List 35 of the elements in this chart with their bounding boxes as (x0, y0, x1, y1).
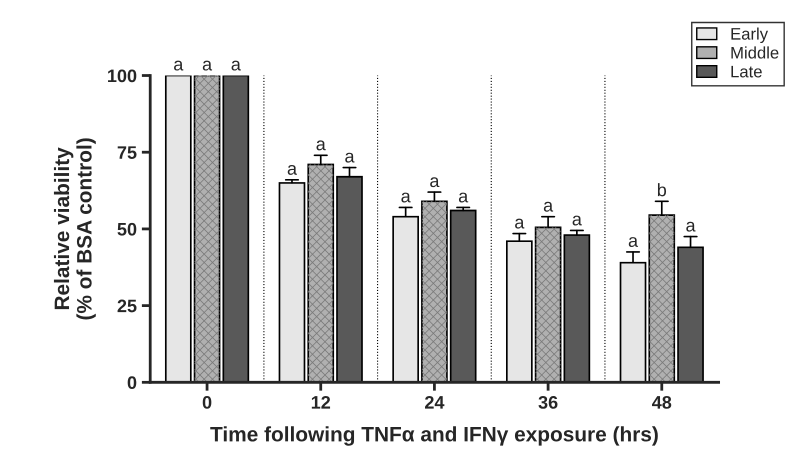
legend-label: Early (731, 27, 768, 44)
bar (564, 234, 590, 382)
x-tick-label: 0 (202, 396, 212, 409)
text: a (232, 60, 241, 71)
annotation: a (515, 218, 524, 229)
legend-label: Middle (731, 46, 778, 59)
bar (450, 210, 477, 382)
y-axis-title: Relative viability (% of BSA control) (54, 138, 96, 320)
y-tick-label: 50 (118, 222, 136, 236)
annotation: a (686, 222, 696, 232)
bar (222, 76, 250, 382)
annotation: a (544, 202, 554, 212)
annotation: a (628, 237, 638, 247)
annotation: a (316, 140, 326, 150)
annotation: a (458, 192, 468, 202)
y-tick-label: 25 (118, 300, 137, 312)
y-tick-label: 75 (118, 146, 137, 159)
y-tick-label: 0 (128, 376, 136, 390)
annotation: a (572, 216, 582, 226)
legend-label: Late (731, 66, 762, 78)
x-tick-label: 24 (425, 396, 444, 409)
x-tick-label: 36 (538, 396, 558, 409)
annotation: a (430, 177, 440, 188)
x-axis-title: Time following TNFα and IFNγ exposure (hrs) (210, 426, 658, 446)
bar (278, 182, 306, 382)
y-tick-label: 100 (108, 69, 136, 82)
annotation: b (658, 183, 666, 196)
x-tick-label: 12 (312, 396, 330, 409)
x-tick-label: 48 (652, 396, 672, 409)
bar (164, 76, 192, 382)
annotation: a (401, 192, 411, 202)
text: a (174, 60, 184, 71)
annotation: a (345, 152, 355, 163)
annotation: a (288, 164, 297, 175)
text: a (202, 60, 212, 71)
